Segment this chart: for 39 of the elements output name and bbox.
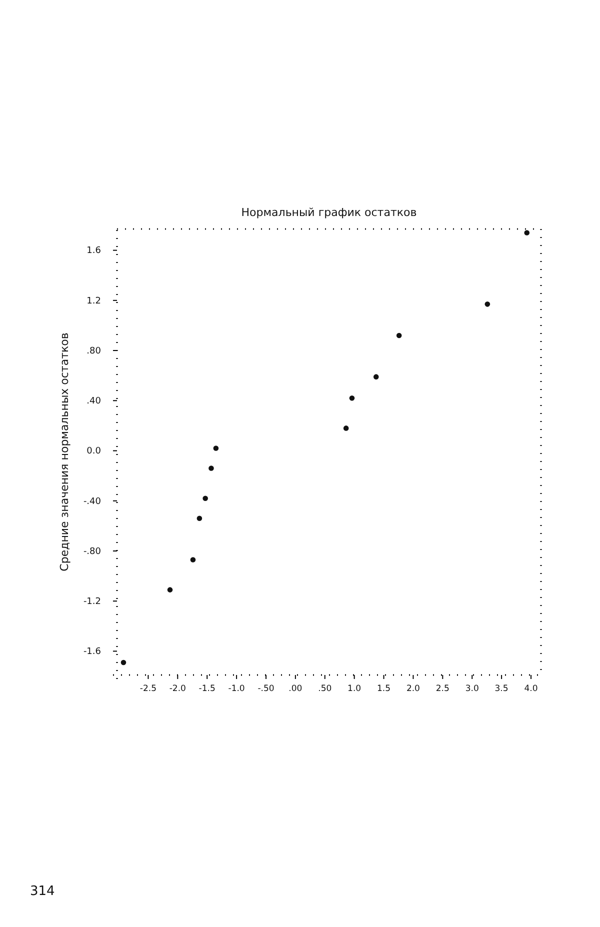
y-axis-title: Средние значения нормальных остатков [58, 332, 71, 572]
x-tick-label: -2.0 [169, 684, 186, 694]
x-tick-label: 3.0 [465, 684, 479, 694]
point [167, 587, 173, 592]
y-tick-label: .40 [86, 396, 102, 407]
point [213, 446, 219, 451]
y-tick-label: 0.0 [86, 446, 102, 457]
x-tick-label: -2.5 [140, 684, 157, 694]
y-tick-label: -.40 [83, 496, 102, 507]
point [373, 374, 379, 380]
y-tick-label: .80 [86, 346, 102, 356]
point [190, 557, 196, 562]
x-tick-label: .50 [318, 684, 332, 694]
chart-title: Нормальный график остатков [241, 206, 417, 219]
x-tick-label: 4.0 [524, 684, 538, 694]
point [120, 660, 126, 666]
point [484, 302, 490, 307]
y-tick-label: -1.6 [83, 647, 102, 658]
point [396, 332, 402, 338]
point [202, 496, 208, 501]
y-tick-label: 1.2 [86, 296, 101, 306]
x-tick-label: 2.0 [406, 684, 420, 694]
point [349, 395, 355, 401]
x-tick-label: -1.0 [228, 684, 245, 694]
y-tick-label: -1.2 [83, 596, 101, 607]
text: 314 [30, 884, 55, 899]
point [524, 230, 530, 236]
point [208, 466, 214, 471]
x-tick-label: -.50 [258, 684, 274, 694]
y-tick-label: 1.6 [86, 246, 102, 256]
x-tick-label: 3.5 [494, 684, 508, 694]
x-tick-label: 2.5 [436, 684, 450, 694]
point [196, 516, 202, 522]
x-tick-label: 1.0 [348, 684, 362, 694]
x-tick-label: 1.5 [377, 684, 391, 694]
x-tick-label: .00 [288, 684, 302, 694]
y-tick-label: -.80 [83, 546, 102, 557]
point [343, 426, 349, 431]
x-tick-label: -1.5 [198, 684, 216, 694]
